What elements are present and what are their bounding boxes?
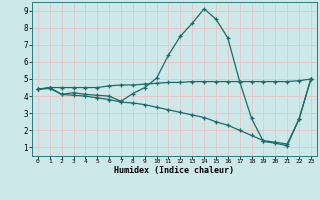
X-axis label: Humidex (Indice chaleur): Humidex (Indice chaleur) bbox=[115, 166, 234, 175]
